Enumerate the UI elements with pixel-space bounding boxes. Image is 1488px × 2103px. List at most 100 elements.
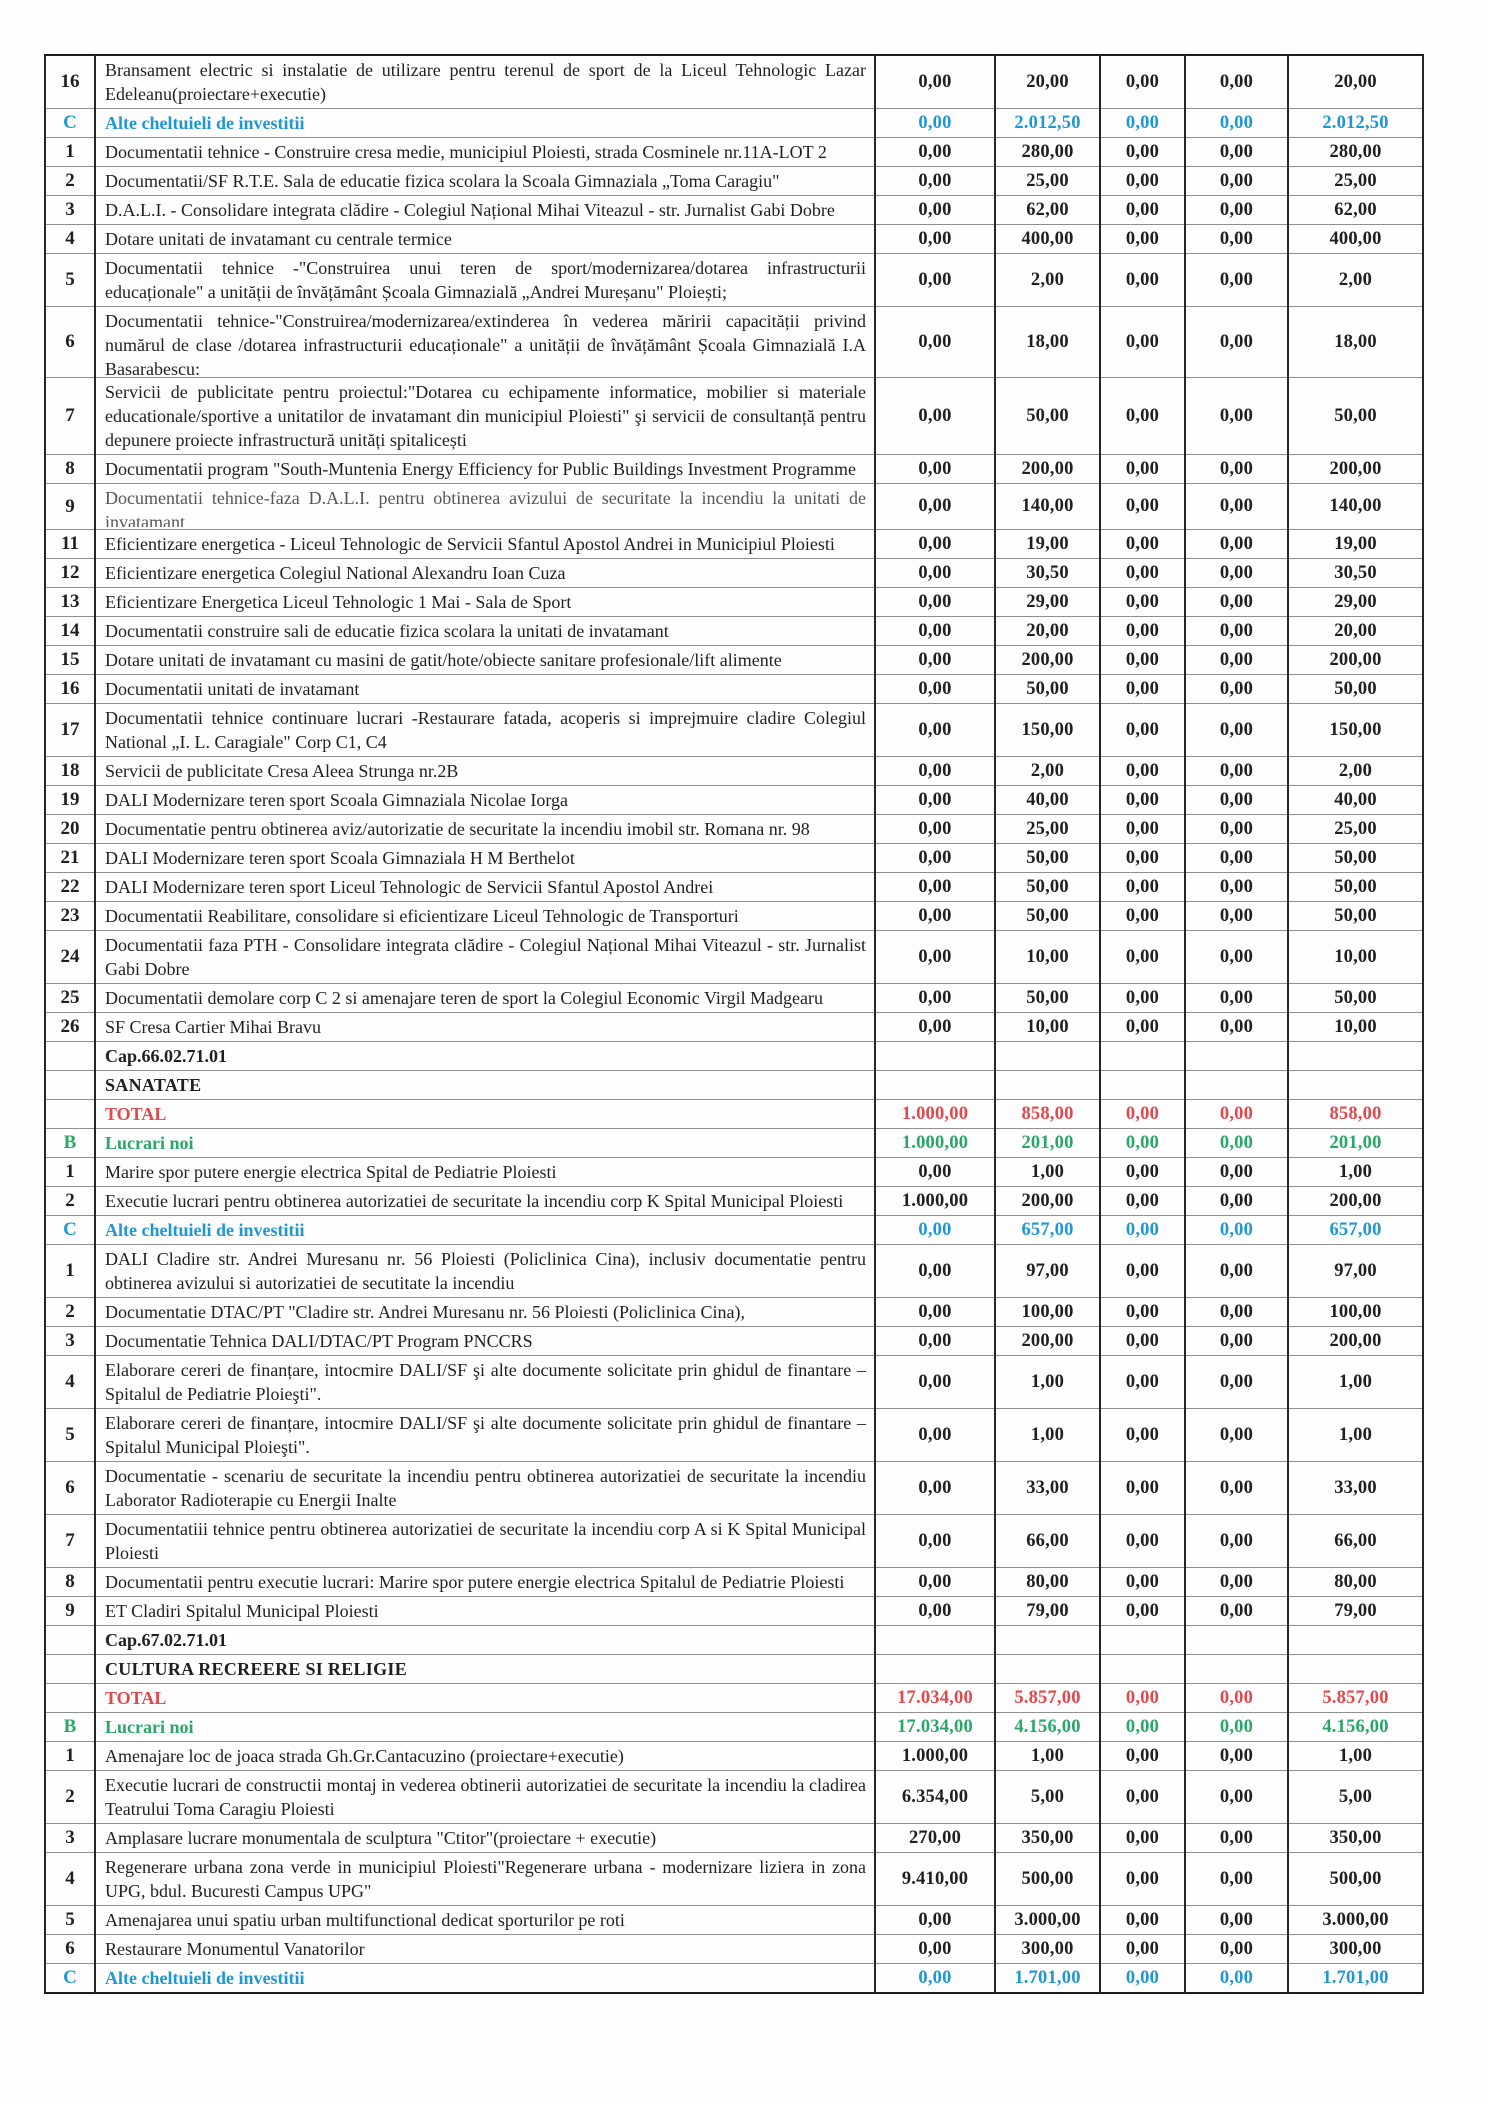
- row-value: 0,00: [874, 1012, 996, 1042]
- row-description-text: Documentatiii tehnice pentru obtinerea a…: [105, 1519, 866, 1563]
- row-value: 0,00: [1184, 1596, 1289, 1626]
- table-row: 19 DALI Modernizare teren sport Scoala Gi…: [44, 785, 1424, 815]
- row-description-text: DALI Cladire str. Andrei Muresanu nr. 56…: [105, 1249, 866, 1293]
- row-number: 4: [44, 1852, 96, 1906]
- row-description: Dotare unitati de invatamant cu centrale…: [94, 224, 876, 254]
- row-value: 201,00: [1287, 1128, 1424, 1158]
- row-description-text: Cap.67.02.71.01: [105, 1630, 228, 1650]
- row-description: Cap.67.02.71.01: [94, 1625, 876, 1655]
- table-row: B Lucrari noi 17.034,00 4.156,00 0,00 0,00 4.1…: [44, 1712, 1424, 1742]
- row-number: 2: [44, 1770, 96, 1824]
- row-value: 0,00: [1099, 1215, 1186, 1245]
- table-row: 21 DALI Modernizare teren sport Scoala Gi…: [44, 843, 1424, 873]
- row-description-text: DALI Modernizare teren sport Scoala Gimn…: [105, 848, 575, 868]
- row-value: [1184, 1625, 1289, 1655]
- row-value: 0,00: [1099, 1408, 1186, 1462]
- row-number: 16: [44, 674, 96, 704]
- row-description-text: Documentatii pentru executie lucrari: Ma…: [105, 1572, 845, 1592]
- row-value: 270,00: [874, 1823, 996, 1853]
- row-value: 0,00: [1099, 253, 1186, 307]
- row-value: 0,00: [1099, 166, 1186, 196]
- row-number: 11: [44, 529, 96, 559]
- row-description: SF Cresa Cartier Mihai Bravu: [94, 1012, 876, 1042]
- row-value: 18,00: [994, 306, 1101, 378]
- row-description-text: Documentatie - scenariu de securitate la…: [105, 1466, 866, 1510]
- row-value: 858,00: [994, 1099, 1101, 1129]
- row-description: Eficientizare energetica Colegiul Nation…: [94, 558, 876, 588]
- row-description-text: CULTURA RECREERE SI RELIGIE: [105, 1659, 408, 1679]
- table-row: 4 Dotare unitati de invatamant cu central…: [44, 224, 1424, 254]
- row-value: 30,50: [994, 558, 1101, 588]
- table-row: 6 Documentatii tehnice-"Construirea/moder…: [44, 306, 1424, 378]
- row-value: 0,00: [874, 872, 996, 902]
- row-value: 1,00: [994, 1157, 1101, 1187]
- row-value: 200,00: [994, 1186, 1101, 1216]
- row-description: DALI Modernizare teren sport Scoala Gimn…: [94, 785, 876, 815]
- investment-budget-table: 16 Bransament electric si instalatie de u…: [44, 54, 1424, 1994]
- table-row: C Alte cheltuieli de investitii 0,00 657,00…: [44, 1215, 1424, 1245]
- row-description: Executie lucrari de constructii montaj i…: [94, 1770, 876, 1824]
- row-value: [1099, 1070, 1186, 1100]
- row-value: 10,00: [1287, 1012, 1424, 1042]
- row-value: 50,00: [994, 872, 1101, 902]
- row-description-text: Documentatii demolare corp C 2 si amenaj…: [105, 988, 824, 1008]
- row-value: 0,00: [1099, 1823, 1186, 1853]
- row-number: 1: [44, 1244, 96, 1298]
- row-value: 0,00: [1184, 253, 1289, 307]
- row-value: 50,00: [1287, 983, 1424, 1013]
- row-number: 2: [44, 1186, 96, 1216]
- row-description-text: Executie lucrari de constructii montaj i…: [105, 1775, 866, 1819]
- table-row: 11 Eficientizare energetica - Liceul Tehn…: [44, 529, 1424, 559]
- row-description-text: Dotare unitati de invatamant cu masini d…: [105, 650, 782, 670]
- table-row: 1 Amenajare loc de joaca strada Gh.Gr.Can…: [44, 1741, 1424, 1771]
- row-number: 9: [44, 483, 96, 530]
- row-value: 0,00: [1099, 645, 1186, 675]
- row-value: 0,00: [1184, 1157, 1289, 1187]
- table-row: 2 Documentatie DTAC/PT "Cladire str. Andr…: [44, 1297, 1424, 1327]
- row-value: [874, 1070, 996, 1100]
- row-value: [1099, 1625, 1186, 1655]
- row-value: 0,00: [874, 1461, 996, 1515]
- row-description: Documentatii program "South-Muntenia Ene…: [94, 454, 876, 484]
- row-number: 19: [44, 785, 96, 815]
- row-value: 3.000,00: [1287, 1905, 1424, 1935]
- row-value: 0,00: [874, 587, 996, 617]
- table-row: 3 Amplasare lucrare monumentala de sculpt…: [44, 1823, 1424, 1853]
- row-number: 4: [44, 1355, 96, 1409]
- row-value: 0,00: [1184, 1852, 1289, 1906]
- row-value: 9.410,00: [874, 1852, 996, 1906]
- row-value: 1,00: [994, 1741, 1101, 1771]
- table-row: 6 Restaurare Monumentul Vanatorilor 0,00 30…: [44, 1934, 1424, 1964]
- table-row: 8 Documentatii pentru executie lucrari: M…: [44, 1567, 1424, 1597]
- row-value: 0,00: [1099, 1770, 1186, 1824]
- row-value: 0,00: [1184, 1297, 1289, 1327]
- row-description: TOTAL: [94, 1683, 876, 1713]
- row-value: 0,00: [1184, 1905, 1289, 1935]
- row-description-text: Documentatii/SF R.T.E. Sala de educatie …: [105, 171, 780, 191]
- table-row: 2 Executie lucrari de constructii montaj …: [44, 1770, 1424, 1824]
- row-value: 50,00: [1287, 872, 1424, 902]
- row-number: 21: [44, 843, 96, 873]
- row-value: 4.156,00: [994, 1712, 1101, 1742]
- row-value: 0,00: [874, 1963, 996, 1994]
- row-value: 0,00: [874, 195, 996, 225]
- row-number: 26: [44, 1012, 96, 1042]
- row-description: Lucrari noi: [94, 1128, 876, 1158]
- row-description-text: Amenajare loc de joaca strada Gh.Gr.Cant…: [105, 1746, 624, 1766]
- row-value: 0,00: [1184, 54, 1289, 109]
- row-number: 14: [44, 616, 96, 646]
- row-value: 0,00: [1184, 587, 1289, 617]
- row-value: 0,00: [1184, 1741, 1289, 1771]
- row-description-text: Eficientizare energetica - Liceul Tehnol…: [105, 534, 835, 554]
- table-row: 22 DALI Modernizare teren sport Liceul Te…: [44, 872, 1424, 902]
- table-row: 23 Documentatii Reabilitare, consolidare …: [44, 901, 1424, 931]
- row-value: 3.000,00: [994, 1905, 1101, 1935]
- row-number: 5: [44, 253, 96, 307]
- row-value: 0,00: [1099, 54, 1186, 109]
- table-row: SANATATE: [44, 1070, 1424, 1100]
- row-description: Documentatie DTAC/PT "Cladire str. Andre…: [94, 1297, 876, 1327]
- row-value: 0,00: [1184, 901, 1289, 931]
- table-row: 2 Executie lucrari pentru obtinerea autor…: [44, 1186, 1424, 1216]
- row-description: Bransament electric si instalatie de uti…: [94, 54, 876, 109]
- row-value: 0,00: [1099, 1596, 1186, 1626]
